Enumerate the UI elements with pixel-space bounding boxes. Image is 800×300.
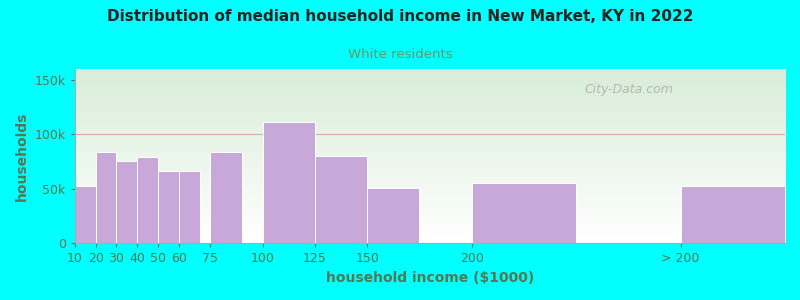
- Bar: [138, 157, 158, 243]
- Bar: [179, 172, 200, 243]
- X-axis label: household income ($1000): household income ($1000): [326, 271, 534, 285]
- Text: City-Data.com: City-Data.com: [584, 83, 673, 96]
- Bar: [95, 152, 117, 243]
- Bar: [210, 152, 242, 243]
- Bar: [315, 156, 367, 243]
- Text: Distribution of median household income in New Market, KY in 2022: Distribution of median household income …: [106, 9, 694, 24]
- Bar: [472, 184, 576, 243]
- Bar: [117, 160, 138, 243]
- Text: White residents: White residents: [348, 48, 452, 61]
- Bar: [262, 122, 315, 243]
- Bar: [74, 186, 95, 243]
- Bar: [158, 172, 179, 243]
- Bar: [681, 186, 785, 243]
- Bar: [367, 188, 419, 243]
- Y-axis label: households: households: [15, 112, 29, 201]
